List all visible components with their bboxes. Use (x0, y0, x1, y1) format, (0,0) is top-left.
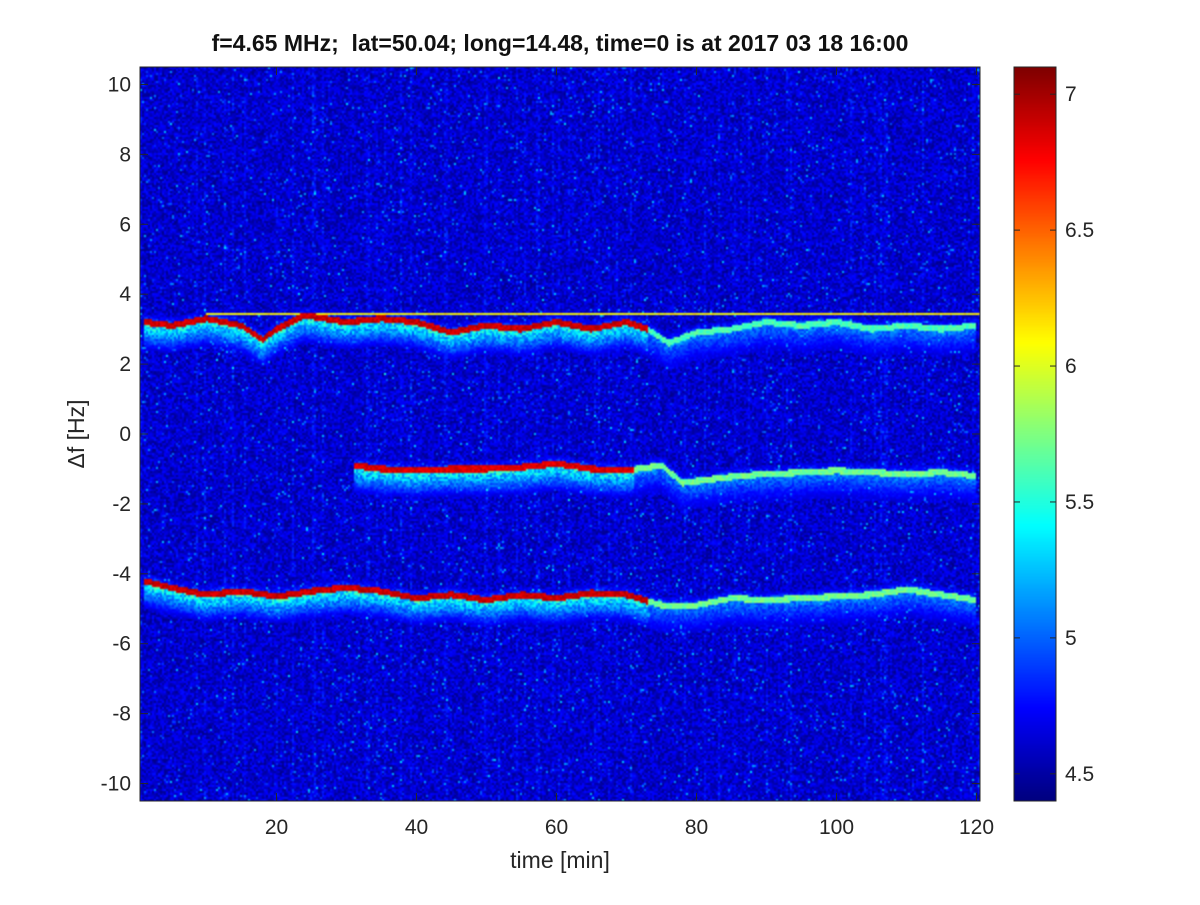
colorbar-gradient (1014, 67, 1056, 801)
x-tick-label: 100 (819, 816, 854, 839)
x-tick-label: 40 (405, 816, 428, 839)
colorbar-tick-label: 6.5 (1065, 219, 1094, 242)
y-tick-label: -6 (112, 633, 131, 656)
x-axis: 20 40 60 80 100 120 (265, 67, 994, 839)
heatmap-image (140, 67, 980, 801)
y-axis: 10 8 6 4 2 0 -2 -4 -6 -8 -10 (101, 73, 980, 796)
y-tick-label: 2 (119, 353, 131, 376)
x-axis-label: time [min] (510, 847, 610, 873)
chart-title: f=4.65 MHz; lat=50.04; long=14.48, time=… (211, 30, 909, 56)
colorbar-tick-label: 5 (1065, 627, 1077, 650)
y-tick-label: -8 (112, 703, 131, 726)
colorbar-tick-label: 5.5 (1065, 491, 1094, 514)
colorbar-tick-label: 4.5 (1065, 763, 1094, 786)
y-tick-label: -10 (101, 773, 131, 796)
x-tick-label: 60 (545, 816, 568, 839)
y-tick-label: 4 (119, 283, 131, 306)
y-tick-label: -4 (112, 563, 131, 586)
y-tick-label: 6 (119, 213, 131, 236)
colorbar-tick-label: 7 (1065, 83, 1077, 106)
y-tick-label: 8 (119, 143, 131, 166)
colorbar-tick-label: 6 (1065, 355, 1077, 378)
colorbar: 7 6.5 6 5.5 5 4.5 (1013, 66, 1094, 802)
y-tick-label: -2 (112, 493, 131, 516)
colorbar-ticks: 7 6.5 6 5.5 5 4.5 (1014, 83, 1094, 786)
colorbar-frame (1013, 66, 1057, 802)
x-tick-label: 120 (959, 816, 994, 839)
x-tick-label: 80 (685, 816, 708, 839)
y-tick-label: 10 (108, 73, 131, 96)
x-tick-label: 20 (265, 816, 288, 839)
y-tick-label: 0 (119, 423, 131, 446)
y-axis-label: Δf [Hz] (63, 399, 89, 468)
